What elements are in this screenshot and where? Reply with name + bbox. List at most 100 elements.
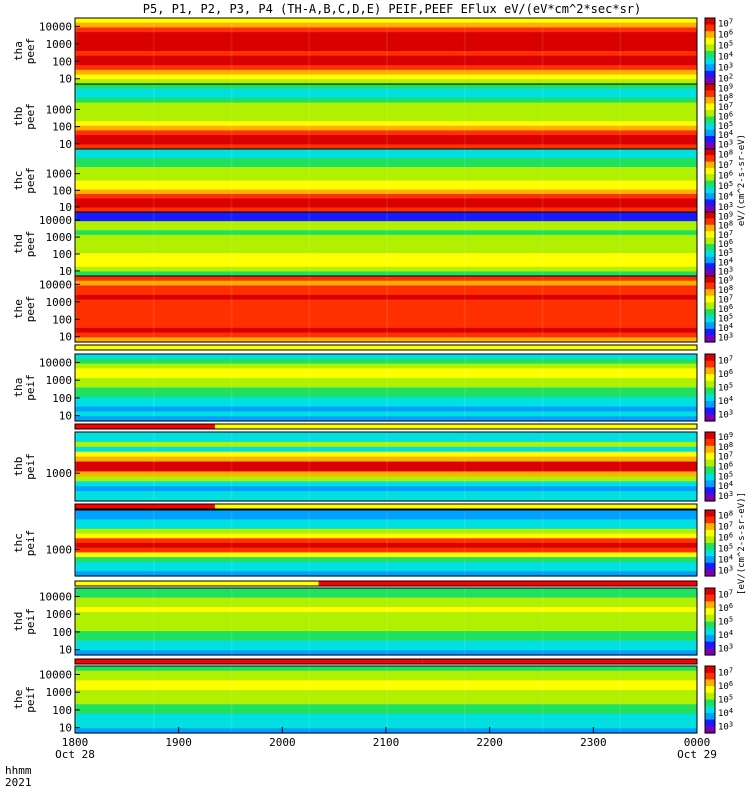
colorbar-step — [705, 407, 715, 415]
colorbar-step — [705, 487, 715, 495]
colorbar-tick-label: 104 — [718, 629, 733, 641]
spectrogram-band — [75, 167, 697, 173]
spectrogram-streak — [541, 510, 544, 576]
spectrogram-band — [75, 456, 697, 463]
spectrogram-streak — [463, 666, 466, 733]
spectrogram-band — [75, 481, 697, 487]
spectrogram-band — [75, 406, 697, 413]
spectrogram-band — [75, 313, 697, 320]
y-label-probe: thd — [12, 234, 25, 254]
spectrogram-band — [75, 294, 697, 301]
y-label-probe: thc — [12, 171, 25, 191]
panel-frame — [74, 275, 698, 343]
y-tick-label: 1000 — [46, 296, 73, 309]
spectrogram-band — [75, 514, 697, 521]
spectrogram-streak — [619, 276, 622, 342]
panel-the-peef: 10000 1000 100 10 the peef — [12, 275, 698, 344]
colorbar-tick-label: 106 — [718, 368, 733, 380]
spectrogram-band — [75, 397, 697, 403]
spectrogram-streak — [308, 588, 311, 655]
spectrogram-streak — [386, 276, 388, 342]
colorbar-step — [705, 77, 715, 85]
spectrogram-band — [75, 496, 697, 502]
spectrogram-band — [75, 699, 697, 705]
spectrogram-band — [75, 650, 697, 656]
spectrogram-band — [75, 547, 697, 554]
colorbar-step — [705, 44, 715, 52]
colorbar-tick-label: 109 — [718, 83, 733, 95]
colorbar-tick-label: 103 — [718, 642, 733, 654]
colorbar-step — [705, 621, 715, 629]
colorbar-step — [705, 136, 715, 144]
spectrogram-band — [75, 158, 697, 164]
colorbar-step — [705, 666, 715, 674]
spectrogram-band — [75, 689, 697, 696]
x-tick-label: 2200 — [476, 736, 503, 749]
colorbar-unit-label: eV/(cm^2-s-sr-eV) — [737, 134, 747, 226]
spectrogram-streak — [386, 18, 388, 84]
colorbar-tick-label: 103 — [718, 490, 733, 502]
colorbar-tick-label: 107 — [718, 18, 733, 30]
spectrogram-streak — [386, 84, 388, 149]
colorbar-step — [705, 269, 715, 277]
colorbar-step — [705, 123, 715, 131]
y-tick-label: 100 — [52, 313, 72, 326]
mode-bar-frame — [74, 503, 698, 510]
colorbar-tick-label: 106 — [718, 111, 733, 123]
colorbar-step — [705, 549, 715, 557]
spectrogram-band — [75, 309, 697, 315]
y-tick-label: 1000 — [46, 103, 73, 116]
mode-bar-frame — [74, 658, 698, 665]
spectrogram-streak — [152, 149, 155, 212]
panel-tha-peif: 10000 1000 100 10 tha peif — [12, 353, 698, 423]
y-tick-label: 10 — [59, 265, 72, 278]
colorbar-step — [705, 445, 715, 454]
y-label-probe: thb — [12, 457, 25, 477]
mode-bar — [74, 580, 698, 587]
spectrogram-streak — [230, 18, 233, 84]
y-tick-label: 100 — [52, 392, 72, 405]
y-label-probe: tha — [12, 41, 25, 61]
spectrogram-band — [75, 524, 697, 530]
colorbar-tick-label: 104 — [718, 129, 733, 141]
mode-bar-segment — [422, 659, 697, 664]
colorbar-tick-label: 103 — [718, 138, 733, 150]
spectrogram-band — [75, 253, 697, 259]
colorbar-tick-label: 107 — [718, 229, 733, 241]
x-tick-label: 1900 — [165, 736, 192, 749]
y-tick-label: 1000 — [46, 543, 73, 556]
colorbar-tick-label: 106 — [718, 303, 733, 315]
spectrogram-band — [75, 51, 697, 57]
colorbar-step — [705, 367, 715, 375]
spectrogram-streak — [386, 432, 388, 501]
spectrogram-band — [75, 93, 697, 99]
spectrogram-band — [75, 337, 697, 343]
colorbar-unit-label: [eV/(cm^2-s-sr-eV)] — [737, 492, 747, 595]
y-tick-label: 10000 — [39, 278, 72, 291]
spectrogram-band — [75, 130, 697, 136]
colorbar-step — [705, 276, 715, 284]
spectrogram-streak — [152, 84, 155, 149]
spectrogram-streak — [75, 18, 77, 84]
spectrogram-band — [75, 323, 697, 329]
colorbar-tick-label: 107 — [718, 294, 733, 306]
spectrogram-band — [75, 416, 697, 422]
spectrogram-streak — [308, 666, 311, 733]
spectrogram-band — [75, 207, 697, 213]
spectrogram-streak — [230, 432, 233, 501]
spectrogram-streak — [541, 212, 544, 276]
spectrogram-streak — [463, 354, 466, 421]
colorbar-step — [705, 110, 715, 118]
spectrogram-band — [75, 597, 697, 603]
spectrogram-band — [75, 290, 697, 296]
mode-bar-segment — [75, 424, 215, 429]
spectrogram-streak — [75, 432, 77, 501]
spectrogram-band — [75, 121, 697, 127]
spectrogram-streak — [308, 84, 311, 149]
y-label-product: peef — [24, 231, 37, 258]
spectrogram-band — [75, 198, 697, 204]
